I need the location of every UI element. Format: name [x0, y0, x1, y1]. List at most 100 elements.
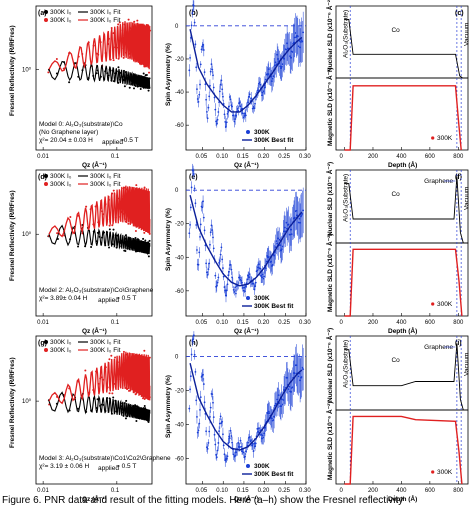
black-data-point [108, 246, 111, 249]
data-point [299, 379, 302, 382]
x-tick-label: 0.15 [237, 320, 249, 326]
black-data-point [124, 417, 127, 420]
data-point [209, 231, 212, 234]
black-fit-line [48, 60, 151, 90]
x-tick-label: 0.20 [258, 154, 270, 160]
data-point [215, 285, 218, 287]
data-point [214, 108, 217, 111]
data-point [189, 375, 192, 378]
data-point [211, 229, 214, 231]
data-point [196, 88, 198, 91]
data-point [261, 434, 264, 437]
data-point [227, 110, 230, 113]
data-point [239, 105, 242, 108]
x-tick-label: 0.1 [111, 154, 120, 160]
data-point [191, 12, 194, 15]
magnetic-y-axis-label: Magnetic SLD (x10⁻⁶ Å⁻²) [325, 68, 334, 146]
data-point [254, 285, 256, 288]
data-point [235, 451, 237, 454]
sld-panel-1: (f) 0 200 400 600 800 Al₂O₃(Substrate) Co Graphe… [325, 162, 470, 335]
x-tick-label: 0.01 [37, 488, 49, 494]
data-point [230, 104, 233, 107]
data-point [276, 242, 279, 245]
x-tick-label: 0.1 [111, 320, 120, 326]
data-point [270, 80, 273, 83]
black-data-point [135, 420, 138, 423]
data-point [290, 56, 292, 59]
black-fit-line [48, 391, 151, 423]
data-point [220, 79, 223, 82]
y-tick-label: -40 [175, 255, 184, 261]
data-point [223, 453, 226, 456]
data-point [215, 453, 217, 456]
data-point [223, 113, 226, 116]
red-data-point [85, 205, 88, 208]
data-point [194, 370, 197, 373]
model-text: χ²= 20.04 ± 0.03 H [39, 137, 93, 144]
data-point [301, 366, 304, 369]
data-point [212, 416, 215, 419]
red-data-point [108, 224, 111, 227]
data-point [297, 221, 300, 224]
data-point [280, 405, 282, 408]
magnetic-sld-line [344, 248, 463, 317]
model-text: =0.5 T [120, 137, 139, 144]
data-point [241, 450, 243, 453]
data-point [238, 446, 241, 449]
red-data-point [128, 389, 131, 392]
data-point [247, 441, 250, 444]
data-point [257, 266, 259, 269]
data-point [220, 246, 223, 249]
data-point [256, 269, 259, 272]
data-point [300, 39, 303, 42]
data-point [291, 386, 294, 389]
data-point [218, 430, 221, 433]
co-layer-label: Co [391, 357, 400, 364]
data-point [229, 263, 232, 266]
data-point [248, 93, 251, 96]
data-point [219, 83, 222, 86]
data-point [218, 422, 221, 425]
model-text: = 0.5 T [116, 463, 136, 470]
legend-marker-black [44, 174, 48, 178]
red-data-point [143, 231, 146, 234]
data-point [247, 274, 250, 277]
red-data-point [69, 216, 72, 219]
panel-label: (e) [189, 174, 198, 181]
data-point [244, 455, 246, 458]
legend-label: 300K [254, 129, 270, 136]
data-point [275, 240, 278, 243]
y-axis-label: Spin Asymmetry (%) [165, 208, 172, 271]
data-point [254, 102, 256, 105]
red-data-point [135, 184, 138, 187]
data-point [280, 248, 283, 251]
magnetic-sld-line [344, 85, 462, 151]
y-tick-label: 0 [175, 188, 179, 194]
legend-label: 300K I₀ Fit [90, 9, 121, 16]
data-point [293, 36, 296, 39]
data-point [267, 68, 270, 71]
data-point [261, 94, 263, 97]
x-axis-label: Qz (Å⁻¹) [234, 494, 259, 503]
data-point [271, 264, 274, 266]
data-point [285, 221, 288, 224]
x-tick-label: 0.20 [258, 488, 270, 494]
data-point [226, 283, 229, 286]
nuclear-y-axis-label: Nuclear SLD (x10⁻⁶ Å⁻²) [325, 328, 334, 402]
legend-label: 300K [437, 469, 453, 476]
spin-asymmetry-panel-0: (b) 0.05 0.10 0.15 0.20 0.25 0.30 0 -20 -40 -60 300… [165, 0, 311, 169]
x-axis-label: Qz (Å⁻¹) [82, 160, 107, 169]
data-point [216, 281, 219, 284]
legend-label: 300K I₀ Fit [90, 173, 121, 180]
data-point [263, 275, 266, 278]
legend-marker [246, 464, 250, 468]
data-point [214, 274, 217, 277]
data-point [259, 83, 262, 86]
y-axis-label: Spin Asymmetry (%) [165, 43, 172, 106]
x-tick-label: 0.05 [196, 320, 208, 326]
data-point [201, 45, 204, 48]
data-point [205, 430, 208, 433]
data-point [240, 445, 243, 448]
red-fit-line [48, 185, 151, 238]
